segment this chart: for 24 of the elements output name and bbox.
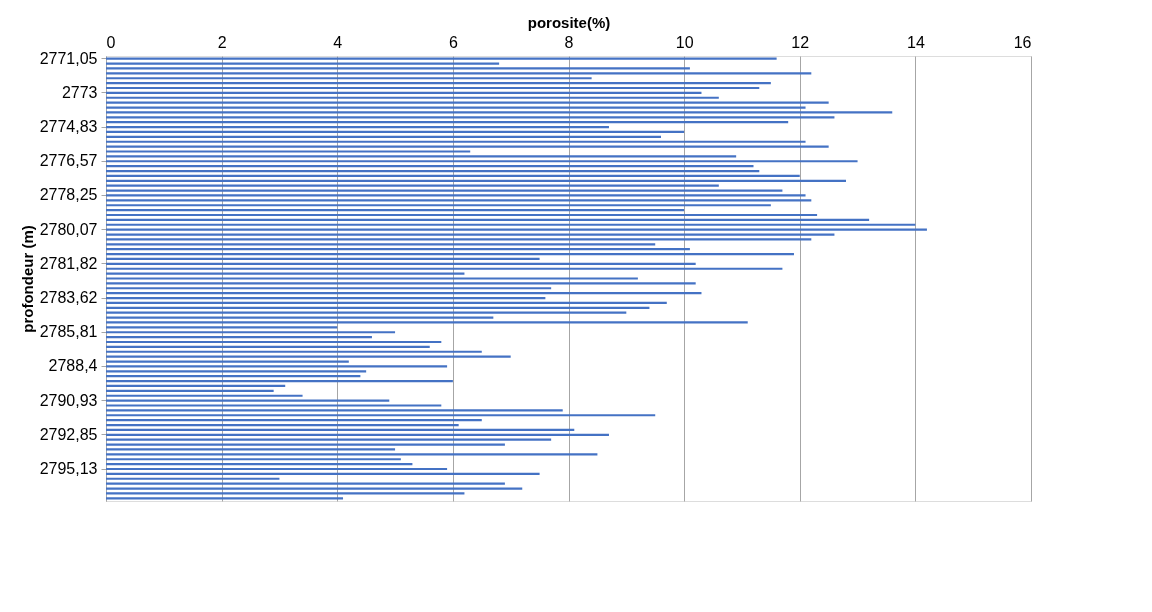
- y-tick-label: 2776,57: [39, 152, 98, 170]
- y-tick-label: 2773: [61, 83, 98, 101]
- x-tick-label: 8: [564, 33, 574, 51]
- y-tick-label: 2781,82: [39, 254, 98, 272]
- x-tick-label: 6: [448, 33, 458, 51]
- y-tick-label: 2774,83: [39, 118, 98, 136]
- y-tick-label: 2780,07: [39, 220, 98, 238]
- y-tick-label: 2795,13: [39, 460, 98, 477]
- x-tick-label: 16: [1013, 33, 1032, 51]
- y-tick-label: 2778,25: [39, 186, 98, 204]
- x-tick-label: 12: [791, 33, 810, 51]
- y-tick-label: 2788,4: [48, 357, 98, 375]
- x-tick-label: 0: [106, 33, 116, 51]
- y-tick-label: 2771,05: [39, 49, 98, 67]
- y-tick-label: 2790,93: [39, 391, 98, 409]
- y-tick-label: 2783,62: [39, 289, 98, 307]
- y-axis-title: profondeur (m): [18, 225, 36, 333]
- x-tick-label: 4: [333, 33, 343, 51]
- x-axis-title: porosite(%): [527, 13, 611, 31]
- x-tick-label: 14: [906, 33, 925, 51]
- x-tick-label: 2: [217, 33, 227, 51]
- y-tick-label: 2785,81: [39, 323, 98, 341]
- y-tick-label: 2792,85: [39, 425, 98, 443]
- x-tick-label: 10: [675, 33, 694, 51]
